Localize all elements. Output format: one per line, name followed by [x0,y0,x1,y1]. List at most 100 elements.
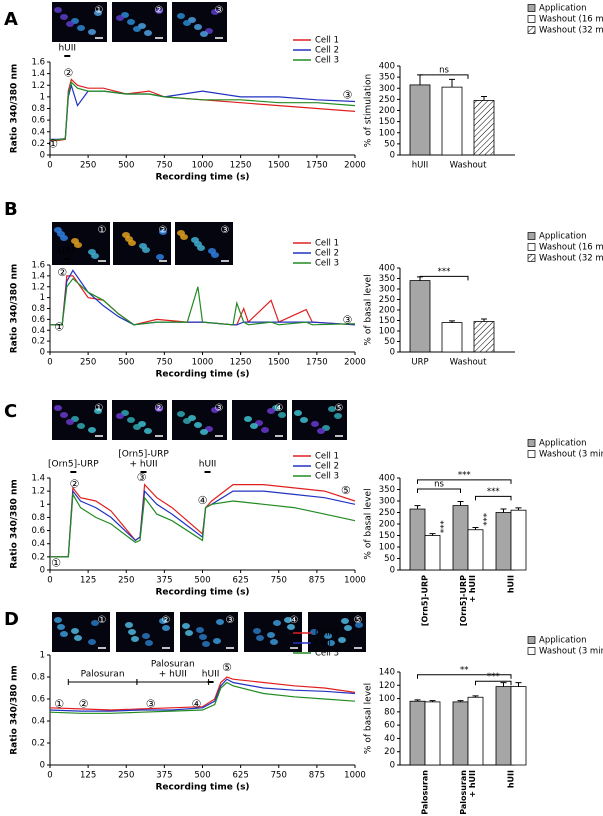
bar [424,701,441,766]
y-tick-label: 1 [40,651,45,661]
cell-image [74,242,82,248]
stimulus-bar [207,681,214,683]
micrograph [175,222,233,265]
cell-image [199,634,207,640]
legend-label: Application [539,4,587,14]
y-tick-label: 0.4 [31,539,45,549]
time-marker: ③ [137,471,147,484]
cell-image [211,252,219,258]
cell-image [57,624,65,630]
image-number: ① [95,5,104,16]
legend-label: Cell 2 [315,462,339,472]
stimulus-label: hUII [199,460,217,470]
x-axis-title: Recording time (s) [155,783,249,793]
error-bar [481,318,487,322]
x-tick-label: 125 [80,771,96,781]
cell-image [156,254,164,260]
significance: *** [483,513,493,526]
legend-swatch [527,254,536,262]
cell-image [310,629,318,635]
legend-swatch [527,26,536,34]
significance-bracket [417,674,512,679]
cell-image [211,407,219,413]
legend-label: Washout (32 min) [539,254,603,264]
image-number: ② [162,615,171,626]
trace [50,483,356,558]
y-tick-label: 350 [379,485,395,495]
cell-image [300,417,308,423]
stimulus-label: [Orn5]-URP [48,460,99,470]
x-tick-label: 750 [156,161,172,171]
y-tick-label: 0 [40,761,45,771]
x-tick-label: 875 [309,771,325,781]
significance: ns [434,480,444,490]
bar [467,696,484,766]
cell-image [200,31,208,37]
y-tick-label: 0.2 [31,739,45,749]
y-tick-label: 100 [379,543,395,553]
x-tick-label: 1250 [230,161,252,171]
legend-label: Cell 3 [315,56,339,66]
cell-image [196,627,204,633]
cell-image [128,240,136,246]
cell-image [159,618,167,624]
time-marker: ① [54,321,64,334]
y-tick-label: 0.8 [31,513,45,523]
cell-image [88,639,96,645]
x-axis-title: Recording time (s) [155,588,249,598]
panel-letter: A [4,9,18,30]
x-tick-label: 0 [47,161,52,171]
x-tick-label: 625 [233,576,249,586]
x-tick-label: 750 [156,358,172,368]
y-tick-label: 1.2 [31,282,45,292]
x-tick-label: 125 [80,576,96,586]
error-bar [515,507,522,511]
cell-image [60,631,68,637]
stimulus-label: + hUII [129,460,157,470]
y-tick-label: 200 [379,306,395,316]
cell-image [197,245,205,251]
time-marker: ② [57,266,67,279]
legend-label: Cell 3 [315,649,339,659]
legend-swatch [527,636,536,644]
cell-image [273,620,281,626]
significance-bracket [475,680,512,686]
bar [424,535,441,571]
trace [50,269,356,326]
cell-image [133,424,141,430]
y-tick-label: 50 [384,337,395,347]
y-tick-label: 0 [40,151,45,161]
time-marker: ② [79,698,89,711]
x-tick-label: hUII [412,161,429,171]
error-bar [414,505,421,510]
cell-image [328,406,336,412]
y-axis-title: % of basal level [364,683,374,754]
cell-image [60,412,68,418]
y-tick-label: 400 [379,474,395,484]
legend-label: Cell 2 [315,46,339,56]
cell-image [267,632,275,638]
legend-label: Cell 3 [315,472,339,482]
x-tick-label: 1500 [268,161,290,171]
significance-bracket [419,275,469,281]
x-tick-label: 500 [118,358,134,368]
y-tick-label: 0 [40,348,45,358]
y-tick-label: 1 [40,500,45,510]
legend-label: Washout (3 min) [539,647,603,657]
significance-bracket [417,479,512,484]
y-tick-label: 0.4 [31,127,45,137]
time-marker: ③ [146,698,156,711]
cell-image [88,29,96,35]
legend-label: Cell 1 [315,629,339,639]
time-marker: ② [63,67,73,80]
cell-image [177,411,185,417]
x-tick-label: 500 [118,161,134,171]
bar [441,322,463,353]
stimulus-label: Palosuran [81,670,125,680]
bar [409,700,426,766]
legend-swatch [527,450,536,458]
cell-image [116,413,124,419]
legend-label: Cell 3 [315,259,339,269]
legend-label: Application [539,636,587,646]
y-tick-label: 0.6 [31,695,45,705]
